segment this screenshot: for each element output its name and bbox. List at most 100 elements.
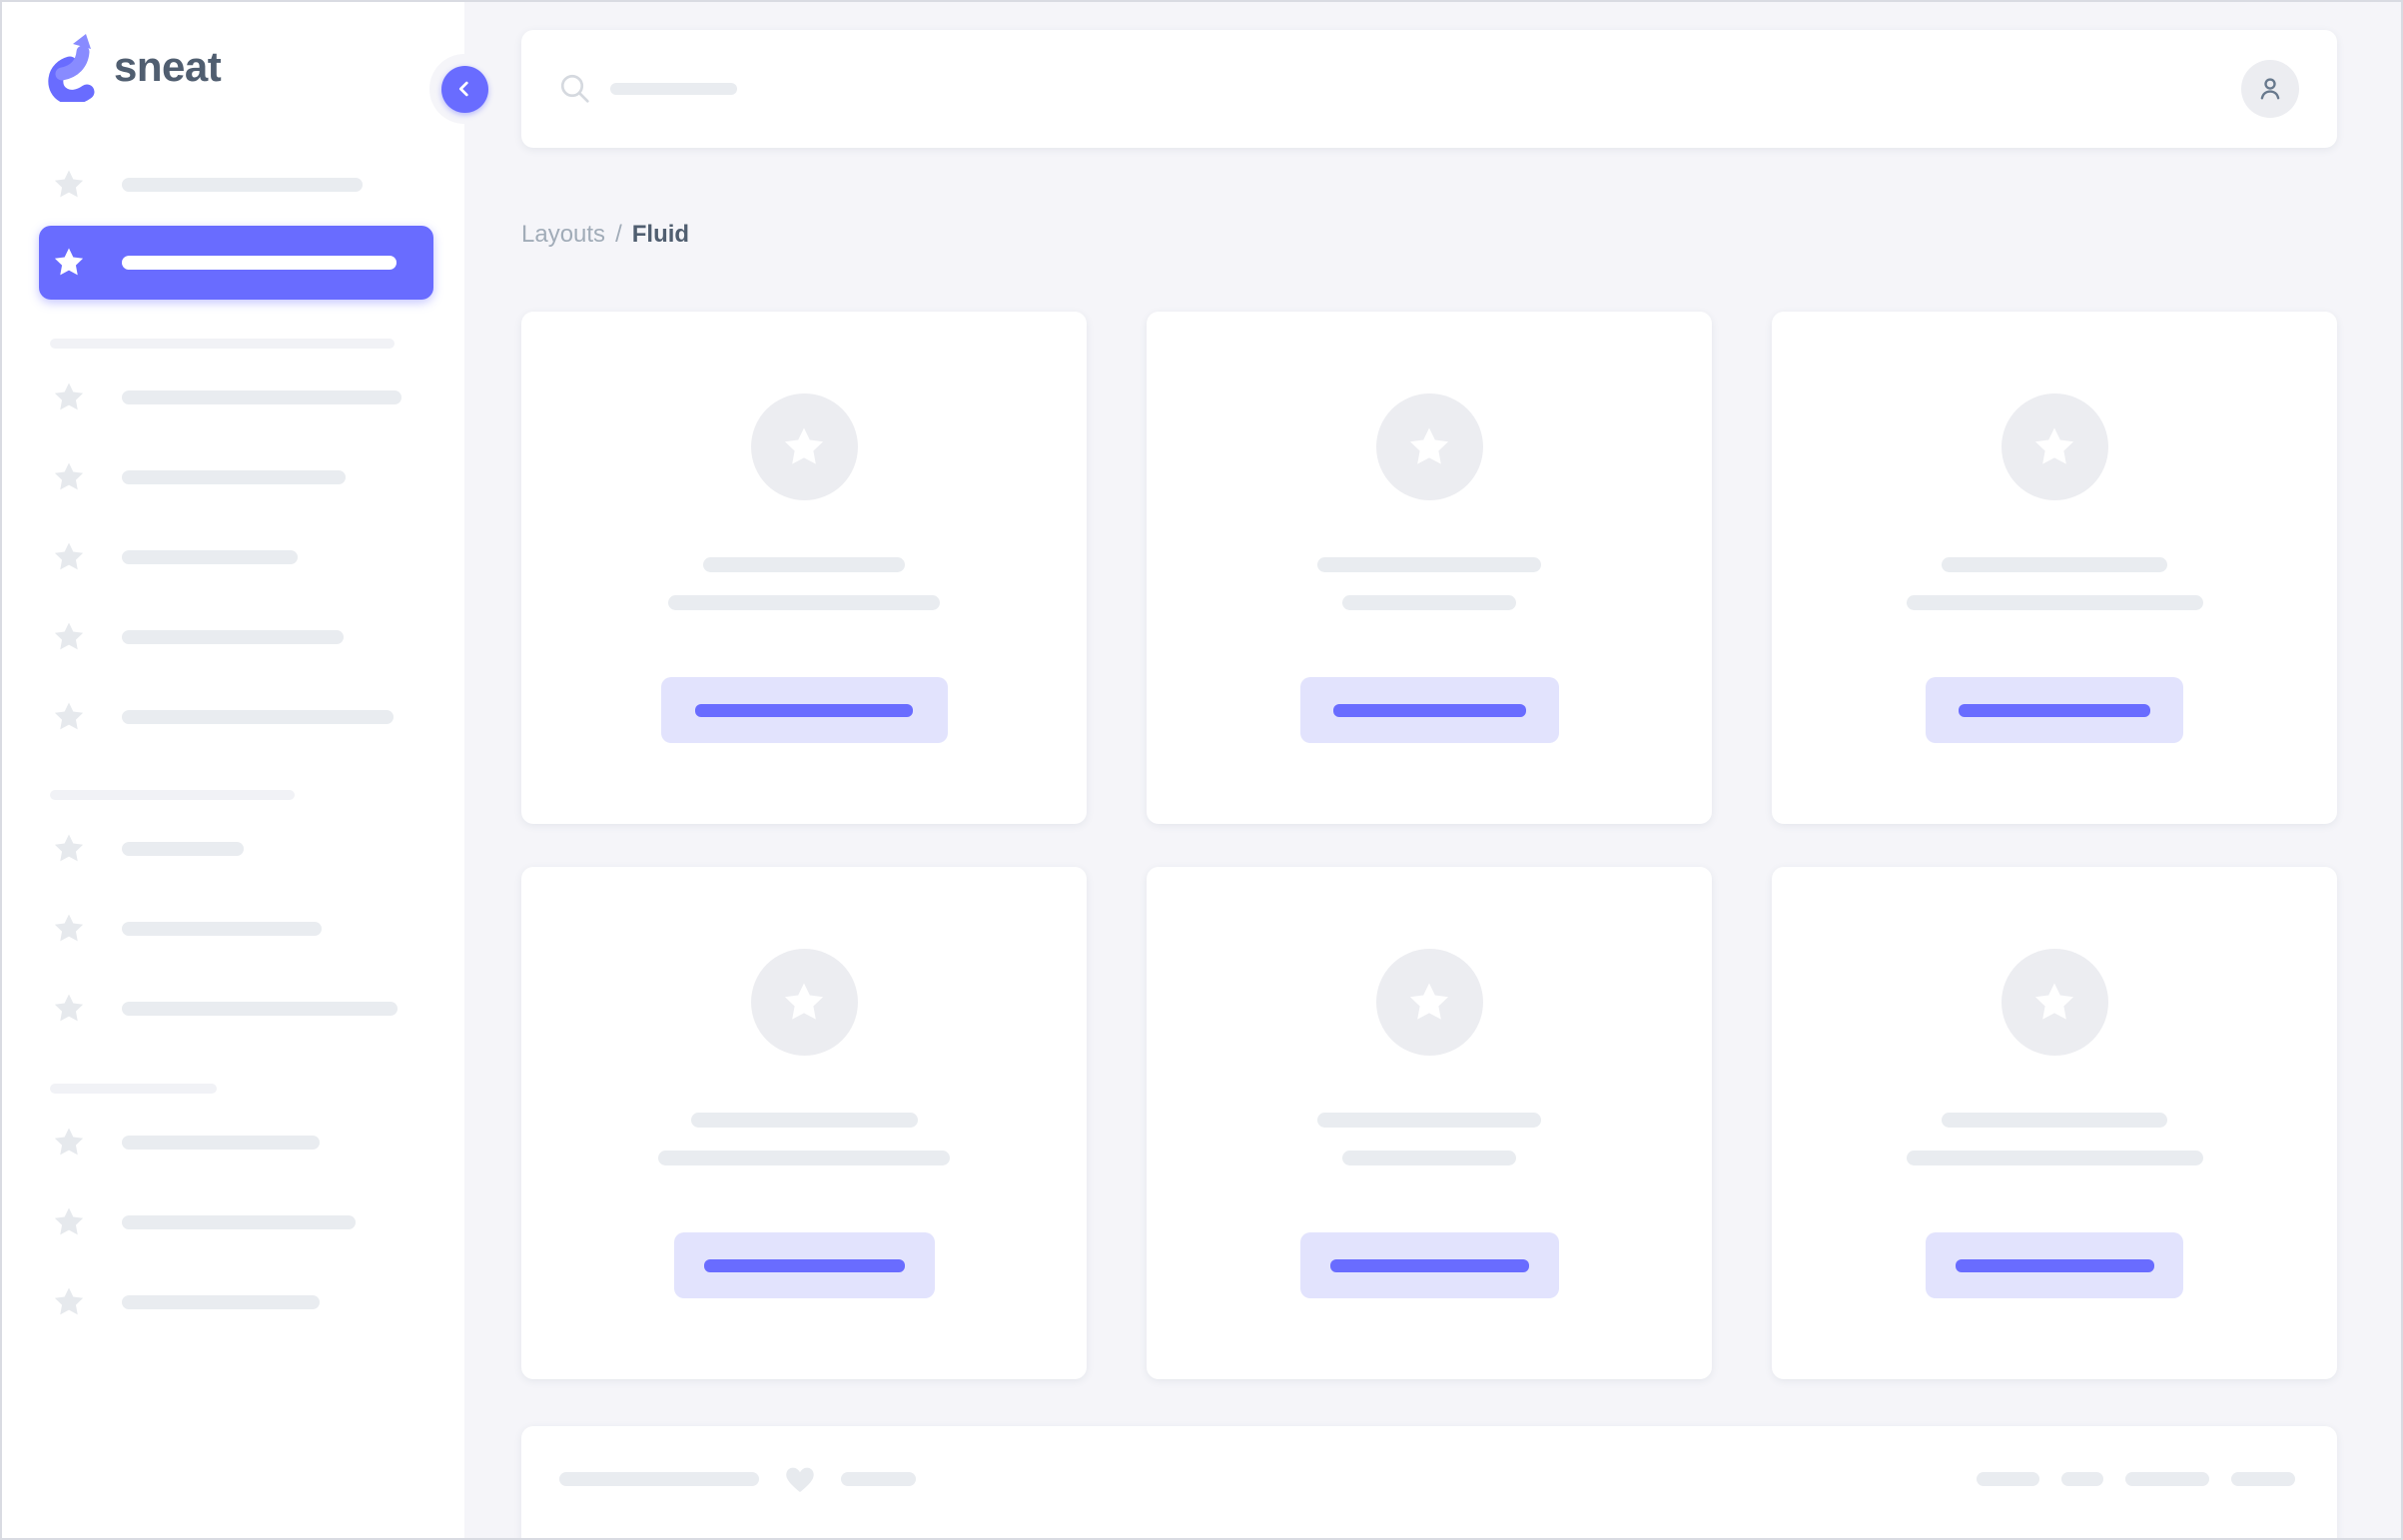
star-icon [54, 622, 84, 650]
main-content: Layouts / Fluid [464, 2, 2401, 1538]
card-button-skeleton[interactable] [1926, 1232, 2183, 1298]
star-icon [54, 383, 84, 410]
sidebar-item[interactable] [39, 1119, 433, 1166]
bottom-text-skeleton [2231, 1472, 2295, 1486]
user-icon [2260, 78, 2280, 100]
star-icon [2034, 982, 2074, 1020]
menu-item-skeleton [122, 1295, 320, 1309]
bottom-card-right [1977, 1472, 2295, 1486]
sidebar-item-active[interactable] [39, 226, 433, 300]
menu-item-skeleton [122, 550, 298, 564]
sidebar-item[interactable] [39, 533, 433, 581]
menu-section-divider [50, 1084, 217, 1094]
cards-grid [521, 312, 2337, 1379]
search-icon [560, 74, 589, 103]
card-text-skeleton [1342, 1151, 1516, 1165]
card-text-skeleton [1942, 557, 2167, 572]
star-icon [54, 994, 84, 1022]
card-avatar [2001, 393, 2108, 500]
bottom-text-skeleton [2125, 1472, 2209, 1486]
card-button-skeleton[interactable] [1299, 1232, 1559, 1298]
card-button-label-skeleton [703, 1258, 905, 1272]
app-logo-icon [48, 34, 95, 102]
app-logo-text: sneat [114, 43, 222, 90]
card-text-skeleton [703, 557, 905, 572]
sidebar-item[interactable] [39, 613, 433, 661]
sidebar-item[interactable] [39, 374, 433, 421]
menu-item-skeleton [122, 470, 346, 484]
sidebar-item[interactable] [39, 825, 433, 873]
star-icon [54, 170, 84, 198]
star-icon [54, 914, 84, 942]
sidebar-item[interactable] [39, 453, 433, 501]
card [1772, 312, 2337, 824]
sidebar-collapse-button[interactable] [440, 65, 488, 113]
card-avatar [1375, 393, 1483, 500]
card-text-skeleton [1317, 557, 1541, 572]
breadcrumb-separator: / [615, 221, 622, 248]
menu-section-divider [50, 790, 295, 800]
star-icon [54, 834, 84, 862]
search-bar[interactable] [521, 30, 2337, 148]
menu-item-skeleton [122, 390, 401, 404]
star-icon [54, 542, 84, 570]
bottom-card-left [559, 1462, 916, 1496]
bottom-text-skeleton [559, 1472, 759, 1486]
menu-item-skeleton [122, 178, 363, 192]
star-icon [54, 702, 84, 730]
breadcrumb-parent[interactable]: Layouts [521, 221, 606, 248]
card-text-skeleton [1906, 1151, 2203, 1165]
star-icon [54, 1128, 84, 1155]
search-placeholder-skeleton [610, 83, 737, 95]
logo-row: sneat [2, 2, 499, 132]
star-icon [54, 1207, 84, 1235]
card-text-skeleton [668, 595, 940, 610]
sidebar-item[interactable] [39, 1278, 433, 1326]
menu-item-skeleton [122, 1215, 356, 1229]
card [1772, 867, 2337, 1379]
star-icon [1409, 982, 1449, 1020]
sidebar-toggle-halo [429, 54, 499, 124]
card-button-label-skeleton [1332, 703, 1526, 717]
card-button-label-skeleton [1959, 703, 2150, 717]
breadcrumb-current: Fluid [631, 221, 690, 248]
card-avatar [750, 393, 858, 500]
star-icon [784, 982, 824, 1020]
sidebar-menu [2, 161, 464, 1358]
card-button-skeleton[interactable] [673, 1232, 935, 1298]
menu-section-divider [50, 339, 395, 349]
sidebar-item[interactable] [39, 693, 433, 741]
sidebar-item[interactable] [39, 905, 433, 953]
card-button-skeleton[interactable] [1926, 677, 2183, 743]
card-button-skeleton[interactable] [660, 677, 948, 743]
menu-item-skeleton [122, 922, 322, 936]
heart-icon [786, 1467, 814, 1493]
menu-item-skeleton [122, 842, 244, 856]
star-icon [54, 462, 84, 490]
star-icon [784, 426, 824, 464]
card-button-skeleton[interactable] [1299, 677, 1559, 743]
breadcrumb: Layouts / Fluid [521, 220, 2337, 250]
card-avatar [750, 949, 858, 1056]
sidebar-item[interactable] [39, 985, 433, 1033]
menu-item-skeleton [122, 256, 397, 270]
menu-item-skeleton [122, 1002, 398, 1016]
card-avatar [1375, 949, 1483, 1056]
bottom-text-skeleton [2061, 1472, 2103, 1486]
sidebar-item[interactable] [39, 1198, 433, 1246]
menu-item-skeleton [122, 630, 344, 644]
user-avatar[interactable] [2241, 60, 2299, 118]
chevron-left-icon [458, 81, 468, 97]
card-text-skeleton [1942, 1113, 2167, 1128]
sidebar: sneat [2, 2, 499, 1538]
menu-item-skeleton [122, 710, 394, 724]
star-icon [2034, 426, 2074, 464]
card-button-label-skeleton [695, 703, 913, 717]
bottom-text-skeleton [1977, 1472, 2039, 1486]
card-text-skeleton [1317, 1113, 1541, 1128]
card [521, 867, 1087, 1379]
sidebar-item[interactable] [39, 161, 433, 209]
card [521, 312, 1087, 824]
card-avatar [2001, 949, 2108, 1056]
